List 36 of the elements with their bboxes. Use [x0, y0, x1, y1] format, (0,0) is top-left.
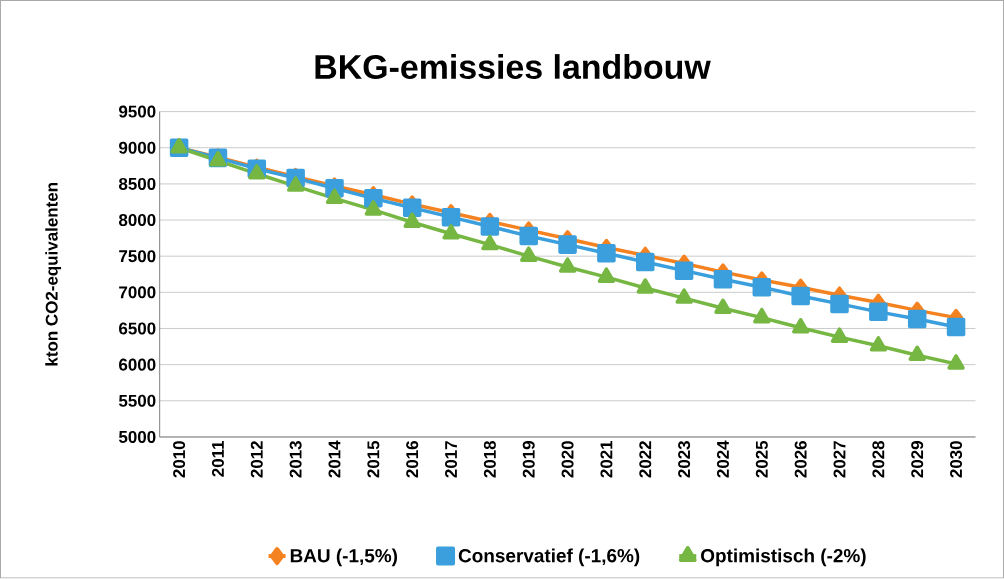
y-tick-label: 9000 [119, 141, 156, 154]
legend-label: Conservatief (-1,6%) [458, 548, 640, 567]
x-tick-label: 2023 [678, 441, 691, 478]
x-tick-label: 2025 [755, 441, 768, 478]
x-tick-label: 2022 [639, 441, 652, 478]
x-tick-label: 2017 [445, 441, 458, 478]
x-tick-label: 2013 [289, 441, 302, 478]
x-tick-label: 2011 [211, 441, 224, 477]
x-tick-label: 2012 [250, 441, 263, 478]
x-tick-label: 2030 [950, 441, 963, 478]
legend-label: Optimistisch (-2%) [701, 548, 866, 567]
y-tick-label: 7000 [119, 286, 156, 299]
x-tick-label: 2024 [716, 440, 729, 478]
y-tick-label: 9500 [119, 105, 156, 118]
y-tick-label: 7500 [119, 250, 156, 263]
x-tick-label: 2016 [406, 441, 419, 478]
x-tick-label: 2020 [561, 441, 574, 478]
y-tick-label: 8000 [118, 214, 156, 227]
x-tick-label: 2021 [600, 441, 613, 478]
x-tick-label: 2027 [833, 441, 846, 478]
x-tick-label: 2014 [328, 440, 341, 478]
x-tick-label: 2026 [794, 441, 807, 478]
y-tick-label: 5500 [118, 394, 156, 407]
x-tick-label: 2018 [483, 441, 496, 478]
x-tick-label: 2010 [173, 441, 186, 478]
x-tick-label: 2029 [911, 441, 924, 478]
y-tick-label: 6500 [119, 322, 156, 335]
chart-title: BKG-emissies landbouw [315, 54, 711, 80]
y-tick-label: 6000 [119, 358, 156, 371]
legend-label: BAU (-1,5%) [290, 548, 398, 567]
x-tick-label: 2019 [522, 441, 535, 478]
y-tick-label: 5000 [118, 431, 156, 444]
x-tick-label: 2015 [367, 441, 380, 478]
x-tick-label: 2028 [872, 441, 885, 478]
y-tick-label: 8500 [118, 178, 156, 191]
y-axis-title: kton CO2-equivalenten [45, 183, 62, 366]
